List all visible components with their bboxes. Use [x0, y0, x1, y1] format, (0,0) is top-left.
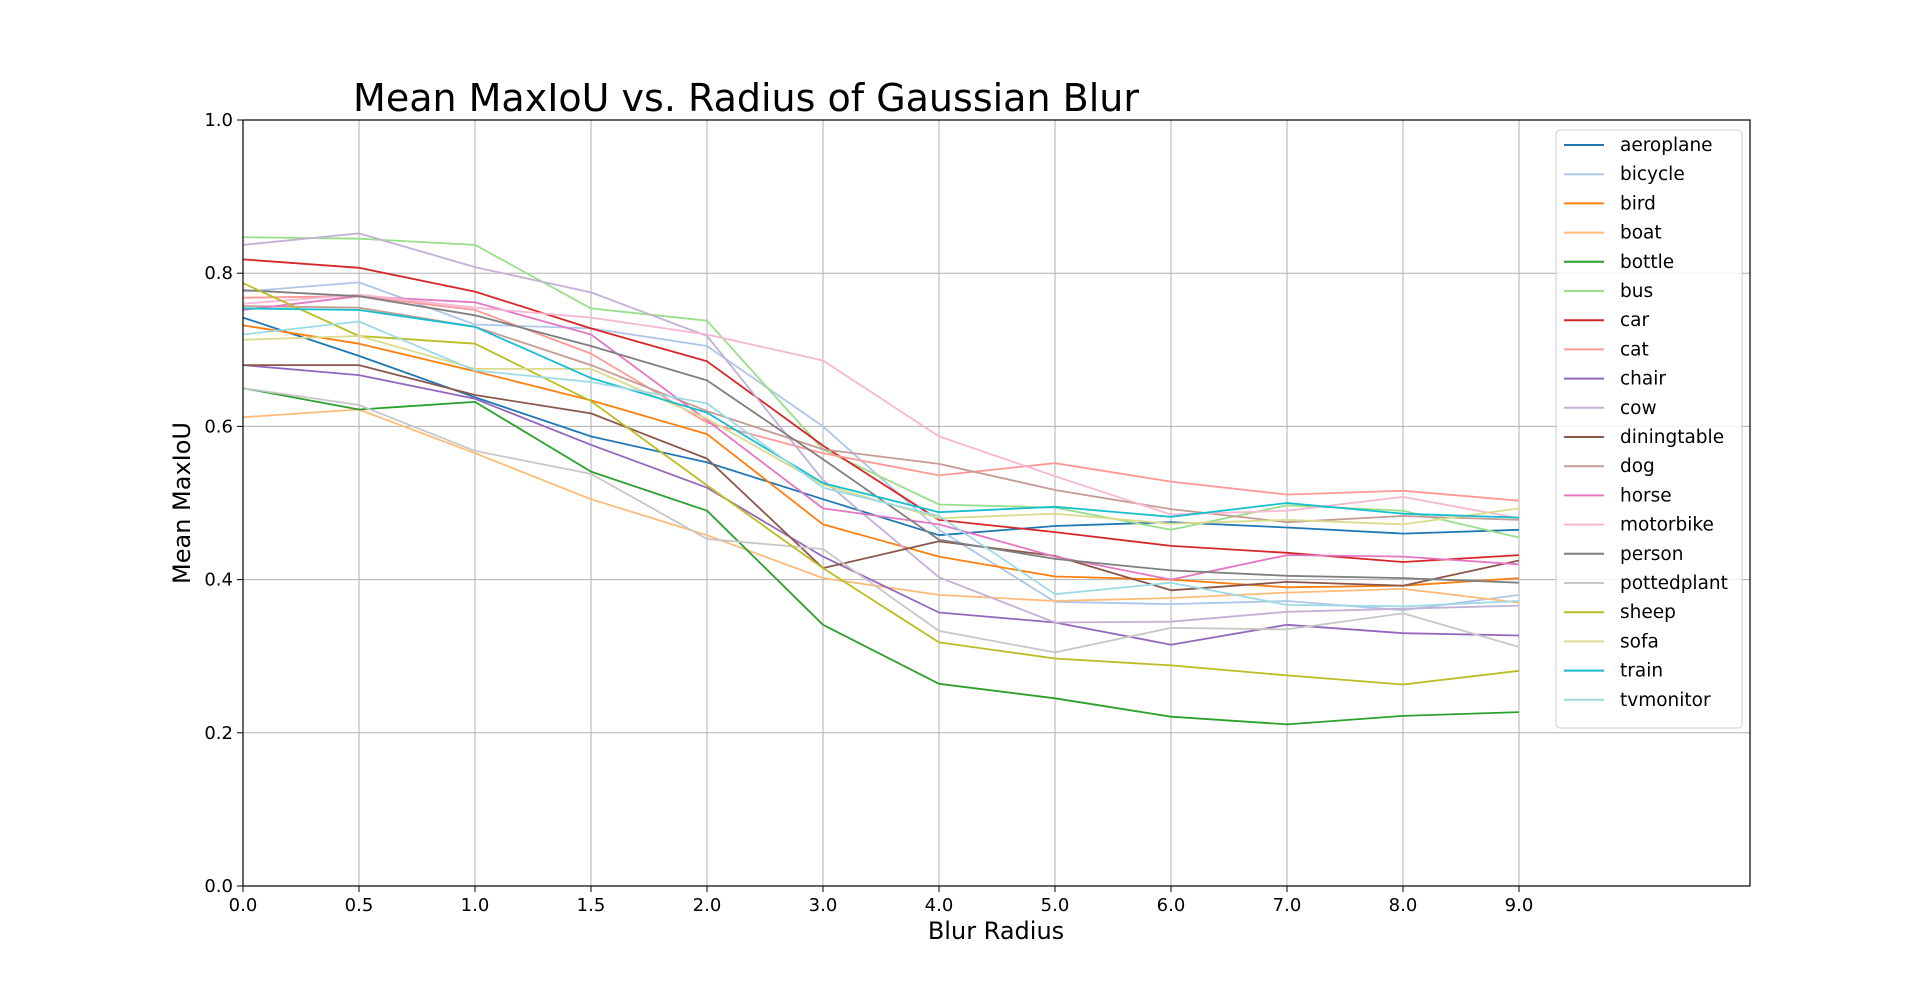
series-line-pottedplant [242, 387, 1520, 654]
legend-label-bicycle: bicycle [1620, 164, 1685, 185]
chart-title: Mean MaxIoU vs. Radius of Gaussian Blur [353, 76, 1139, 120]
x-tick-label: 3.0 [809, 895, 838, 916]
series-line-tvmonitor [242, 320, 1520, 608]
series-line-sheep [242, 282, 1520, 686]
plot-area [242, 232, 1520, 726]
series-line-motorbike [242, 293, 1520, 520]
legend-label-aeroplane: aeroplane [1620, 135, 1713, 156]
legend-label-person: person [1620, 544, 1683, 565]
legend-label-car: car [1620, 310, 1650, 331]
x-tick-label: 0.0 [229, 895, 258, 916]
y-axis: 0.0 0.2 0.4 0.6 0.8 1.0 [204, 110, 243, 897]
legend-label-chair: chair [1620, 369, 1666, 390]
series-line-dog [242, 305, 1520, 524]
series-line-bird [242, 324, 1520, 589]
legend-label-bird: bird [1620, 193, 1656, 214]
legend-label-bus: bus [1620, 281, 1653, 302]
y-tick-label: 0.4 [204, 570, 233, 591]
x-tick-label: 7.0 [1273, 895, 1302, 916]
series-line-horse [242, 295, 1520, 581]
x-tick-label: 2.0 [693, 895, 722, 916]
legend-label-diningtable: diningtable [1620, 427, 1724, 448]
legend-label-horse: horse [1620, 485, 1672, 506]
x-tick-label: 0.5 [345, 895, 374, 916]
legend-label-train: train [1620, 661, 1663, 682]
legend-label-cat: cat [1620, 339, 1649, 360]
series-line-boat [242, 408, 1520, 604]
plot-frame [242, 119, 1751, 887]
series-line-bus [242, 236, 1520, 539]
x-axis: 0.0 0.5 1.0 1.5 2.0 3.0 4.0 5.0 6.0 7.0 8.0 9.0 [229, 886, 1534, 916]
x-tick-label: 6.0 [1157, 895, 1186, 916]
y-tick-label: 0.0 [204, 876, 233, 897]
series-line-chair [242, 364, 1520, 646]
legend-box [1555, 129, 1743, 729]
x-tick-label: 1.0 [461, 895, 490, 916]
series-line-car [242, 258, 1520, 563]
legend-label-pottedplant: pottedplant [1620, 573, 1728, 594]
legend: aeroplane bicycle bird boat bottle bus car cat c… [1555, 129, 1743, 729]
legend-label-motorbike: motorbike [1620, 515, 1714, 536]
series-line-sofa [242, 335, 1520, 526]
series-line-bottle [242, 387, 1520, 726]
legend-label-bottle: bottle [1620, 252, 1674, 273]
y-tick-label: 0.8 [204, 263, 233, 284]
series-line-cat [242, 295, 1520, 502]
y-tick-label: 1.0 [204, 110, 233, 131]
legend-label-sofa: sofa [1620, 631, 1659, 652]
x-tick-label: 9.0 [1505, 895, 1534, 916]
x-tick-label: 4.0 [925, 895, 954, 916]
x-axis-title: Blur Radius [928, 917, 1064, 945]
series-line-diningtable [243, 364, 1520, 592]
series-line-train [242, 307, 1520, 519]
grid [242, 119, 1750, 887]
series-line-cow [242, 232, 1520, 624]
y-tick-label: 0.2 [204, 723, 233, 744]
legend-label-sheep: sheep [1620, 602, 1676, 623]
series-line-bicycle [242, 281, 1520, 612]
legend-label-cow: cow [1620, 398, 1657, 419]
x-tick-label: 8.0 [1389, 895, 1418, 916]
legend-label-dog: dog [1620, 456, 1655, 477]
legend-label-tvmonitor: tvmonitor [1620, 690, 1711, 711]
legend-label-boat: boat [1620, 223, 1662, 244]
x-tick-label: 1.5 [577, 895, 606, 916]
y-axis-title: Mean MaxIoU [168, 422, 196, 584]
series-line-person [242, 289, 1520, 584]
x-tick-label: 5.0 [1041, 895, 1070, 916]
y-tick-label: 0.6 [204, 416, 233, 437]
